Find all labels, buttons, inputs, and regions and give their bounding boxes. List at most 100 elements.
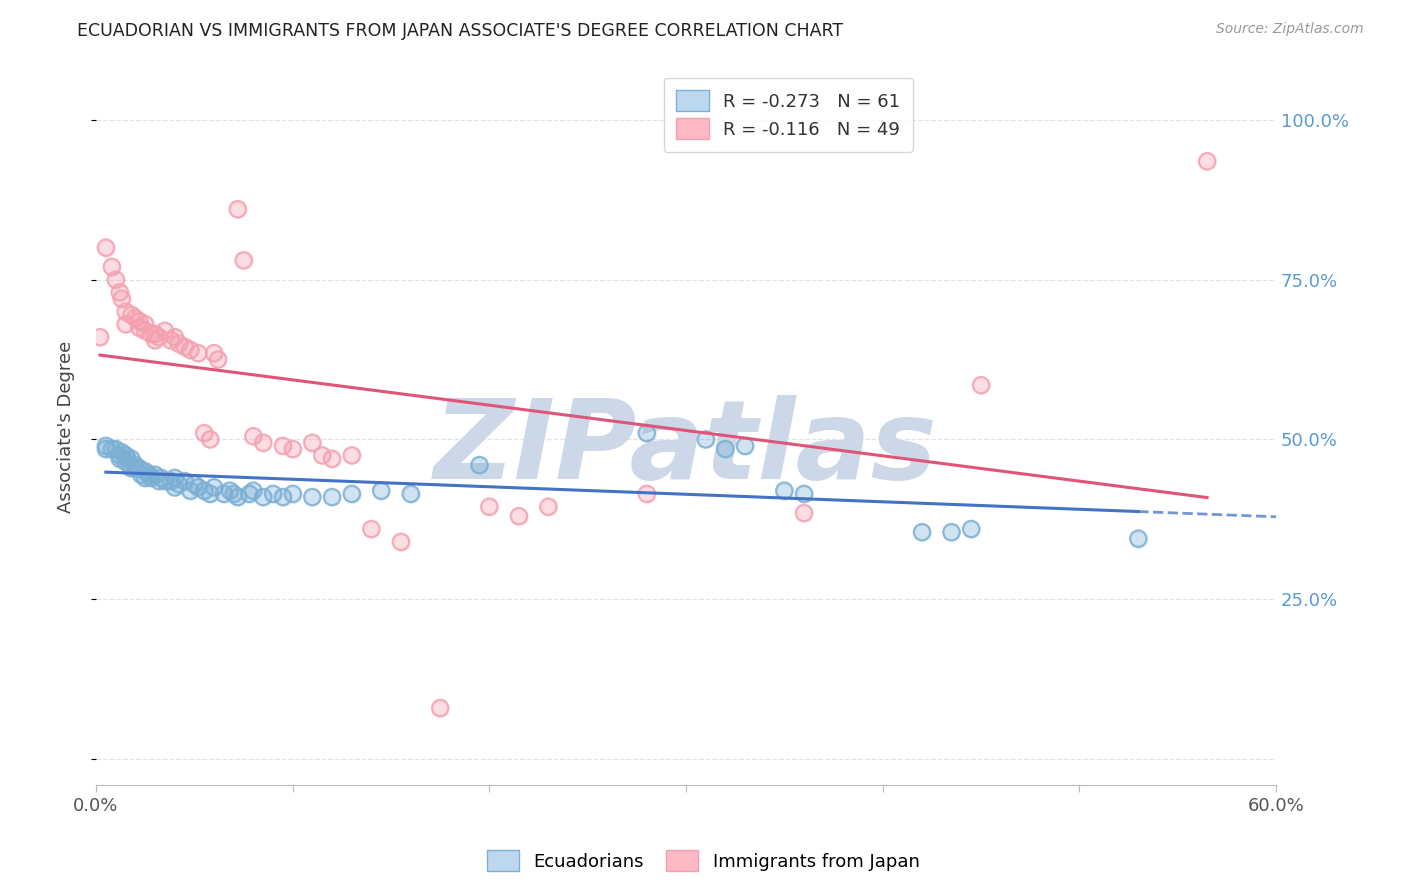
Point <box>128 320 150 334</box>
Point <box>100 260 122 274</box>
Point <box>100 442 122 456</box>
Point <box>242 429 264 443</box>
Text: ECUADORIAN VS IMMIGRANTS FROM JAPAN ASSOCIATE'S DEGREE CORRELATION CHART: ECUADORIAN VS IMMIGRANTS FROM JAPAN ASSO… <box>77 22 844 40</box>
Point <box>134 318 156 332</box>
Point <box>179 483 201 498</box>
Point <box>173 474 195 488</box>
Point <box>636 425 658 440</box>
Point <box>212 487 235 501</box>
Point <box>734 439 756 453</box>
Point <box>537 500 560 514</box>
Point <box>159 474 181 488</box>
Point <box>773 483 796 498</box>
Point <box>262 487 284 501</box>
Point <box>100 442 122 456</box>
Point <box>108 449 131 463</box>
Point <box>167 477 190 491</box>
Point <box>226 490 249 504</box>
Point <box>271 439 294 453</box>
Point <box>139 471 162 485</box>
Point <box>117 451 139 466</box>
Point <box>793 487 815 501</box>
Point <box>148 330 170 344</box>
Point <box>232 253 254 268</box>
Point <box>399 487 422 501</box>
Point <box>271 490 294 504</box>
Point <box>429 701 451 715</box>
Point <box>138 467 160 482</box>
Point <box>193 425 215 440</box>
Point <box>714 442 737 456</box>
Point <box>218 483 240 498</box>
Point <box>301 435 323 450</box>
Point <box>636 425 658 440</box>
Point <box>110 292 132 306</box>
Point <box>187 346 209 360</box>
Point <box>198 487 221 501</box>
Point <box>94 439 117 453</box>
Point <box>167 336 190 351</box>
Point <box>167 477 190 491</box>
Point <box>281 487 304 501</box>
Point <box>124 458 146 472</box>
Point <box>94 442 117 456</box>
Point <box>1197 154 1219 169</box>
Point <box>114 455 136 469</box>
Legend: R = -0.273   N = 61, R = -0.116   N = 49: R = -0.273 N = 61, R = -0.116 N = 49 <box>664 78 912 152</box>
Point <box>478 500 501 514</box>
Point <box>108 449 131 463</box>
Point <box>321 451 343 466</box>
Point <box>468 458 491 472</box>
Point <box>128 320 150 334</box>
Point <box>153 324 176 338</box>
Point <box>207 352 229 367</box>
Point <box>360 522 382 536</box>
Point <box>117 451 139 466</box>
Point <box>100 260 122 274</box>
Point <box>218 483 240 498</box>
Point <box>128 461 150 475</box>
Point <box>108 451 131 466</box>
Point <box>183 477 205 491</box>
Point <box>110 292 132 306</box>
Point <box>1128 532 1150 546</box>
Point <box>124 310 146 325</box>
Point <box>104 442 127 456</box>
Point <box>198 433 221 447</box>
Point <box>124 461 146 475</box>
Point <box>281 442 304 456</box>
Point <box>163 330 186 344</box>
Point <box>222 487 245 501</box>
Point <box>148 474 170 488</box>
Point <box>89 330 111 344</box>
Point <box>202 480 225 494</box>
Point <box>695 433 717 447</box>
Point <box>252 435 274 450</box>
Point <box>110 445 132 459</box>
Point <box>238 487 260 501</box>
Point <box>370 483 392 498</box>
Point <box>134 471 156 485</box>
Point <box>128 461 150 475</box>
Point <box>389 534 412 549</box>
Point <box>429 701 451 715</box>
Point <box>340 487 363 501</box>
Point <box>793 487 815 501</box>
Point <box>120 451 142 466</box>
Text: ZIPatlas: ZIPatlas <box>434 394 938 501</box>
Point <box>153 474 176 488</box>
Point <box>212 487 235 501</box>
Point <box>281 487 304 501</box>
Point <box>636 487 658 501</box>
Point <box>340 487 363 501</box>
Point <box>124 310 146 325</box>
Point <box>941 525 963 540</box>
Point <box>695 433 717 447</box>
Point <box>187 480 209 494</box>
Point <box>636 487 658 501</box>
Point <box>128 314 150 328</box>
Point <box>179 483 201 498</box>
Point <box>114 304 136 318</box>
Point <box>110 445 132 459</box>
Point <box>238 487 260 501</box>
